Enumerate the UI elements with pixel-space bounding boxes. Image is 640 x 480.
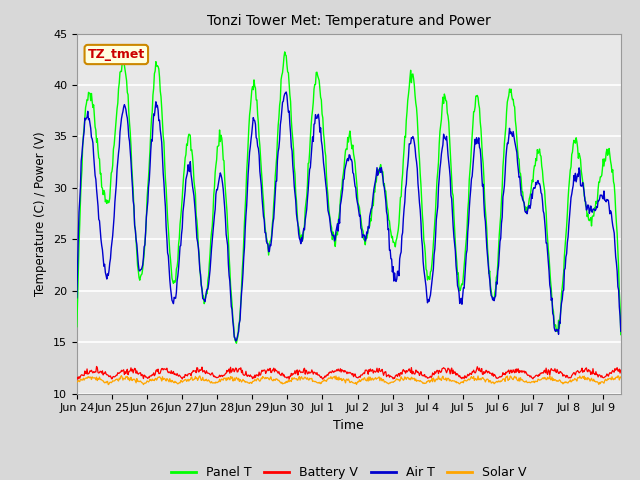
- Text: TZ_tmet: TZ_tmet: [88, 48, 145, 61]
- X-axis label: Time: Time: [333, 419, 364, 432]
- Y-axis label: Temperature (C) / Power (V): Temperature (C) / Power (V): [35, 132, 47, 296]
- Title: Tonzi Tower Met: Temperature and Power: Tonzi Tower Met: Temperature and Power: [207, 14, 491, 28]
- Legend: Panel T, Battery V, Air T, Solar V: Panel T, Battery V, Air T, Solar V: [166, 461, 531, 480]
